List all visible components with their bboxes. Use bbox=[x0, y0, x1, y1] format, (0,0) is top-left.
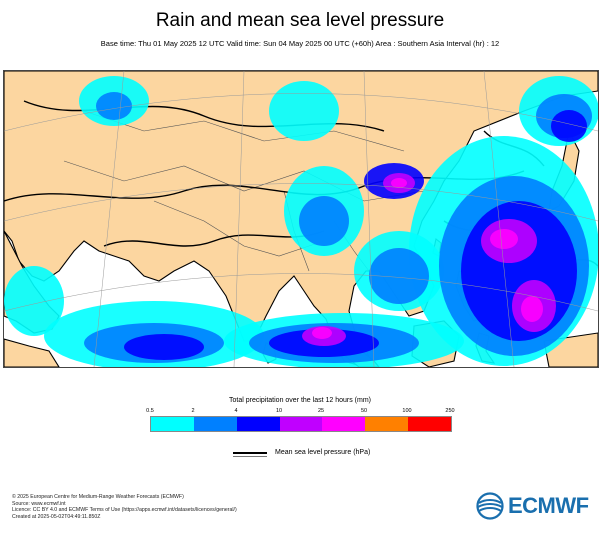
footer-created: Created at 2025-05-02T04:49:11.850Z bbox=[12, 513, 101, 520]
footer-copyright: © 2025 European Centre for Medium-Range … bbox=[12, 494, 184, 500]
isobar-line-icon bbox=[233, 451, 267, 457]
ecmwf-logo-text: ECMWF bbox=[508, 493, 589, 518]
colorbar-tick: 250 bbox=[445, 408, 455, 414]
copyright-footer: © 2025 European Centre for Medium-Range … bbox=[12, 494, 237, 520]
colorbar-segment bbox=[193, 417, 237, 431]
colorbar-segment bbox=[151, 417, 194, 431]
colorbar-tick: 2 bbox=[191, 408, 195, 414]
colorbar-segment bbox=[236, 417, 280, 431]
footer-source: Source: www.ecmwf.int bbox=[12, 500, 66, 507]
footer-licence: Licence: CC BY 4.0 and ECMWF Terms of Us… bbox=[12, 507, 237, 514]
precipitation-field bbox=[4, 76, 598, 367]
colorbar-segment bbox=[365, 417, 409, 431]
precipitation-map[interactable] bbox=[3, 70, 599, 368]
legend-title: Total precipitation over the last 12 hou… bbox=[228, 397, 371, 404]
colorbar-segment bbox=[408, 417, 452, 431]
colorbar-segment bbox=[279, 417, 323, 431]
map-subtitle: Base time: Thu 01 May 2025 12 UTC Valid … bbox=[100, 39, 500, 48]
colorbar-tick: 4 bbox=[234, 408, 238, 414]
colorbar-tick: 0.5 bbox=[146, 408, 154, 414]
colorbar-tick: 25 bbox=[317, 408, 325, 414]
map-canvas bbox=[4, 71, 598, 367]
mslp-legend-label: Mean sea level pressure (hPa) bbox=[275, 449, 371, 456]
ecmwf-globe-icon bbox=[476, 492, 504, 520]
colorbar-tick: 10 bbox=[275, 408, 283, 414]
colorbar-tick: 50 bbox=[360, 408, 368, 414]
map-title: Rain and mean sea level pressure bbox=[155, 10, 445, 31]
mslp-legend: Mean sea level pressure (hPa) bbox=[233, 449, 371, 457]
colorbar-tick: 100 bbox=[402, 408, 412, 414]
ecmwf-logo: ECMWF bbox=[476, 492, 589, 520]
precipitation-colorbar bbox=[150, 416, 452, 432]
colorbar-segment bbox=[322, 417, 366, 431]
